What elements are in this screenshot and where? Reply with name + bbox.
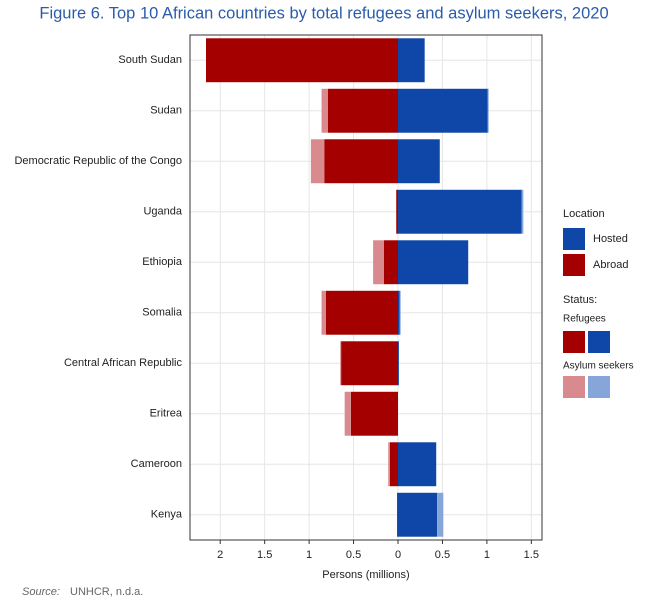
bar-asylum-seekers (310, 139, 325, 184)
x-tick-label: 0.5 (346, 549, 361, 561)
y-tick-label: Somalia (142, 307, 183, 319)
bar-refugees (398, 290, 400, 335)
bar-refugees (398, 341, 399, 386)
x-tick-label: 1 (306, 549, 312, 561)
y-tick-label: Kenya (151, 509, 183, 521)
bar-refugees (398, 442, 437, 487)
bar-refugees (326, 290, 398, 335)
x-tick-label: 1 (484, 549, 490, 561)
source: UNHCR, n.d.a. (70, 586, 143, 598)
bar-asylum-seekers (521, 189, 524, 234)
bar-asylum-seekers (321, 290, 326, 335)
bar-refugees (398, 492, 438, 537)
legend-title: Status: (563, 294, 597, 306)
bar-asylum-seekers (340, 341, 342, 386)
source-label: Source: (22, 586, 60, 598)
bar-asylum-seekers (399, 290, 401, 335)
y-tick-label: Democratic Republic of the Congo (14, 155, 182, 167)
bar-refugees (398, 139, 440, 184)
plot-frame (189, 34, 543, 541)
bar-refugees (396, 189, 398, 234)
bar-refugees (324, 139, 398, 184)
x-axis-label: Persons (millions) (322, 569, 409, 581)
y-tick-label: Ethiopia (142, 256, 183, 268)
legend-swatch (563, 254, 585, 276)
x-tick-label: 1.5 (524, 549, 539, 561)
bar-asylum-seekers (487, 88, 489, 133)
y-tick-label: Eritrea (150, 408, 183, 420)
bar-refugees (398, 38, 425, 83)
legend-swatch (563, 228, 585, 250)
bar-refugees (327, 88, 398, 133)
x-tick-label: 0.5 (435, 549, 450, 561)
bar-refugees (397, 492, 398, 537)
legend-label: Refugees (563, 314, 606, 325)
y-tick-label: Central African Republic (64, 357, 183, 369)
legend-label: Abroad (593, 259, 628, 271)
bar-asylum-seekers (344, 391, 351, 436)
legend-label: Hosted (593, 233, 628, 245)
y-tick-label: Uganda (143, 206, 182, 218)
chart-title: Figure 6. Top 10 African countries by to… (39, 4, 608, 22)
bar-refugees (341, 341, 398, 386)
bar-refugees (383, 240, 398, 285)
bar-asylum-seekers (321, 88, 328, 133)
x-tick-label: 0 (395, 549, 401, 561)
bar-refugees (398, 88, 488, 133)
bar-refugees (390, 442, 398, 487)
legend-label: Asylum seekers (563, 361, 634, 372)
bar-refugees (206, 38, 398, 83)
bar-asylum-seekers (388, 442, 390, 487)
legend-swatch (588, 376, 610, 398)
y-tick-label: Cameroon (131, 458, 182, 470)
y-tick-label: South Sudan (118, 54, 182, 66)
y-tick-label: Sudan (150, 105, 182, 117)
legend-swatch (563, 331, 585, 353)
x-tick-label: 2 (217, 549, 223, 561)
legend-swatch (588, 331, 610, 353)
x-tick-label: 1.5 (257, 549, 272, 561)
bar-refugees (350, 391, 398, 436)
legend-swatch (563, 376, 585, 398)
bar-refugees (398, 240, 469, 285)
bar-asylum-seekers (373, 240, 384, 285)
bar-refugees (398, 189, 522, 234)
legend-title: Location (563, 208, 605, 220)
bar-asylum-seekers (437, 492, 444, 537)
